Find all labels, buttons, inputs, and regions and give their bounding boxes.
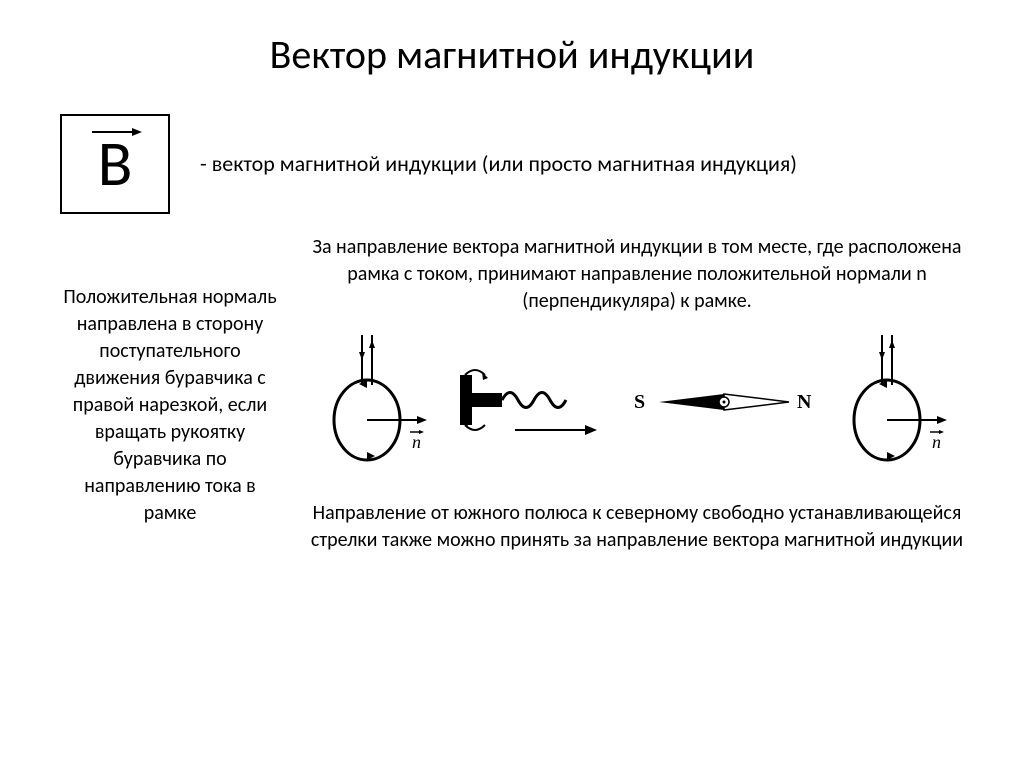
left-paragraph: Положительная нормаль направлена в сторо… [60, 234, 280, 569]
symbol-box: B [60, 114, 170, 214]
figures-row: n [310, 330, 964, 480]
vector-arrow-over-b [92, 126, 142, 138]
gimlet-figure [455, 360, 605, 450]
top-paragraph: За направление вектора магнитной индукци… [310, 234, 964, 315]
definition-text: - вектор магнитной индукции (или просто … [200, 150, 797, 179]
compass-needle-figure: S N [629, 380, 819, 430]
loop-figure-right: n [842, 330, 952, 480]
south-label: S [634, 391, 645, 413]
north-label: N [797, 391, 812, 413]
symbol-letter: B [98, 132, 133, 196]
bottom-paragraph: Направление от южного полюса к северному… [310, 500, 964, 554]
slide-title: Вектор магнитной индукции [60, 30, 964, 79]
normal-label: n [412, 432, 421, 452]
normal-label-right: n [932, 432, 941, 452]
loop-figure-left: n [322, 330, 432, 480]
